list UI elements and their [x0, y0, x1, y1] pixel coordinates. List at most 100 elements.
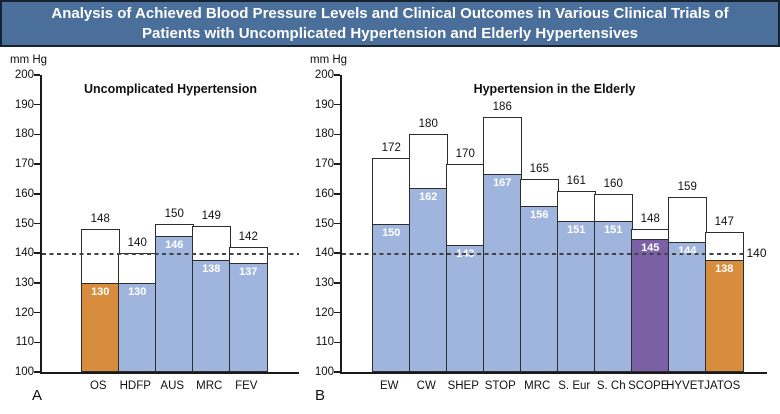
bar-top-value-label: 148 [640, 213, 660, 226]
y-tick-mark [34, 193, 40, 195]
figure-title: Analysis of Achieved Blood Pressure Leve… [0, 0, 780, 47]
bar-top-value-label: 149 [201, 210, 221, 223]
category-label: STOP [484, 380, 516, 392]
y-tick-label: 190 [314, 98, 334, 111]
panel-title: Uncomplicated Hypertension [84, 82, 257, 96]
y-tick-mark [34, 341, 40, 344]
y-tick-label: 120 [314, 306, 334, 319]
bar-top-value-label: 159 [677, 180, 697, 193]
bar-fill-value-label: 138 [715, 262, 734, 275]
bar-fill-value-label: 151 [567, 224, 586, 237]
panel-letter-a: A [32, 387, 43, 404]
y-tick-label: 170 [314, 158, 334, 171]
category-label: AUS [160, 380, 185, 392]
y-tick-mark [334, 133, 340, 136]
bar-fill: 162 [410, 188, 447, 371]
bar-fill: 130 [82, 283, 119, 371]
panel-letter-b: B [315, 387, 326, 404]
bar-seur: 151 [557, 190, 596, 372]
category-label: FEV [235, 380, 258, 392]
panel-title: Hypertension in the Elderly [473, 82, 636, 96]
bar-fill: 151 [558, 221, 595, 371]
bar-fill-value-label: 151 [604, 224, 623, 237]
bar-os: 130 [81, 229, 120, 372]
panel-uncomplicated-hypertension: mm Hg Uncomplicated Hypertension 200 190 1… [0, 47, 300, 414]
bar-fill: 138 [706, 259, 743, 371]
y-tick-mark [34, 133, 40, 136]
y-tick-label: 150 [14, 217, 34, 230]
reference-line-label: 140 [746, 245, 767, 260]
category-label: MRC [524, 380, 551, 392]
y-tick-mark [334, 371, 340, 373]
y-tick-mark [34, 282, 40, 284]
reference-line-140 [42, 253, 299, 255]
bar-aus: 146 [155, 223, 194, 372]
y-tick-mark [34, 222, 40, 225]
bar-sch: 151 [594, 193, 633, 372]
bar-top-value-label: 147 [714, 216, 734, 229]
category-label: SHEP [447, 380, 479, 392]
y-axis-unit-label: mm Hg [310, 54, 348, 66]
y-tick-mark [34, 311, 40, 314]
plot-area-b: Hypertension in the Elderly 200 190 180 170… [315, 69, 767, 378]
y-tick-label: 180 [314, 128, 334, 141]
y-tick-mark [334, 74, 340, 76]
bar-fill-value-label: 167 [493, 176, 512, 189]
bar-fill: 144 [669, 241, 706, 371]
bar-hyvet: 144 [668, 196, 707, 372]
bar-fill: 156 [521, 206, 558, 371]
bar-top-value-label: 180 [418, 118, 438, 131]
reference-line-140 [342, 253, 744, 255]
y-tick-label: 120 [14, 306, 34, 319]
y-tick-mark [334, 222, 340, 225]
y-tick-label: 100 [314, 366, 334, 378]
bar-fill-value-label: 137 [239, 265, 258, 278]
bar-shep: 143 [446, 164, 485, 372]
y-tick-mark [34, 371, 40, 373]
bar-fill: 130 [119, 283, 156, 371]
bar-fill-value-label: 162 [419, 191, 438, 204]
y-axis-unit-label: mm Hg [10, 54, 48, 66]
bar-fill: 143 [447, 244, 484, 371]
y-tick-label: 140 [314, 247, 334, 260]
y-tick-label: 110 [315, 336, 334, 349]
category-label: MRC [196, 380, 223, 392]
bar-fev: 137 [229, 247, 268, 372]
y-tick-label: 110 [15, 336, 34, 349]
bar-top-value-label: 150 [164, 207, 184, 220]
y-tick-label: 100 [14, 366, 34, 378]
bar-top-value-label: 160 [603, 177, 623, 190]
y-tick-mark [334, 252, 340, 254]
plot-area-a: Uncomplicated Hypertension 200 190 180 170 1… [15, 69, 299, 378]
category-label: EW [379, 380, 399, 392]
bar-top-value-label: 161 [566, 174, 586, 187]
bar-fill: 145 [632, 238, 669, 371]
y-tick-label: 160 [14, 187, 34, 200]
bar-top-value-label: 140 [127, 237, 147, 250]
bar-fill-value-label: 150 [382, 227, 401, 239]
bar-fill: 150 [373, 224, 410, 371]
y-tick-label: 200 [14, 69, 34, 81]
y-tick-label: 150 [314, 217, 334, 230]
bar-top-value-label: 170 [455, 148, 475, 161]
y-tick-mark [34, 74, 40, 76]
bar-fill-value-label: 146 [165, 238, 184, 251]
bar-fill-value-label: 130 [91, 286, 110, 299]
y-tick-mark [34, 103, 40, 106]
bar-fill: 137 [230, 262, 267, 371]
y-tick-mark [334, 311, 340, 314]
bar-hdfp: 130 [118, 253, 157, 372]
category-label: OS [89, 380, 107, 392]
category-label: S. Eur [558, 380, 591, 392]
bar-mrc: 156 [520, 178, 559, 372]
bar-fill: 138 [193, 259, 230, 371]
category-label: HYVET [666, 380, 705, 392]
bar-stop: 167 [483, 116, 522, 372]
y-tick-mark [334, 193, 340, 195]
bar-top-value-label: 142 [238, 231, 258, 244]
y-tick-label: 190 [14, 98, 34, 111]
y-tick-label: 130 [14, 276, 34, 289]
y-tick-label: 170 [14, 158, 34, 171]
bar-top-value-label: 186 [492, 100, 512, 113]
bar-fill-value-label: 145 [641, 241, 660, 254]
